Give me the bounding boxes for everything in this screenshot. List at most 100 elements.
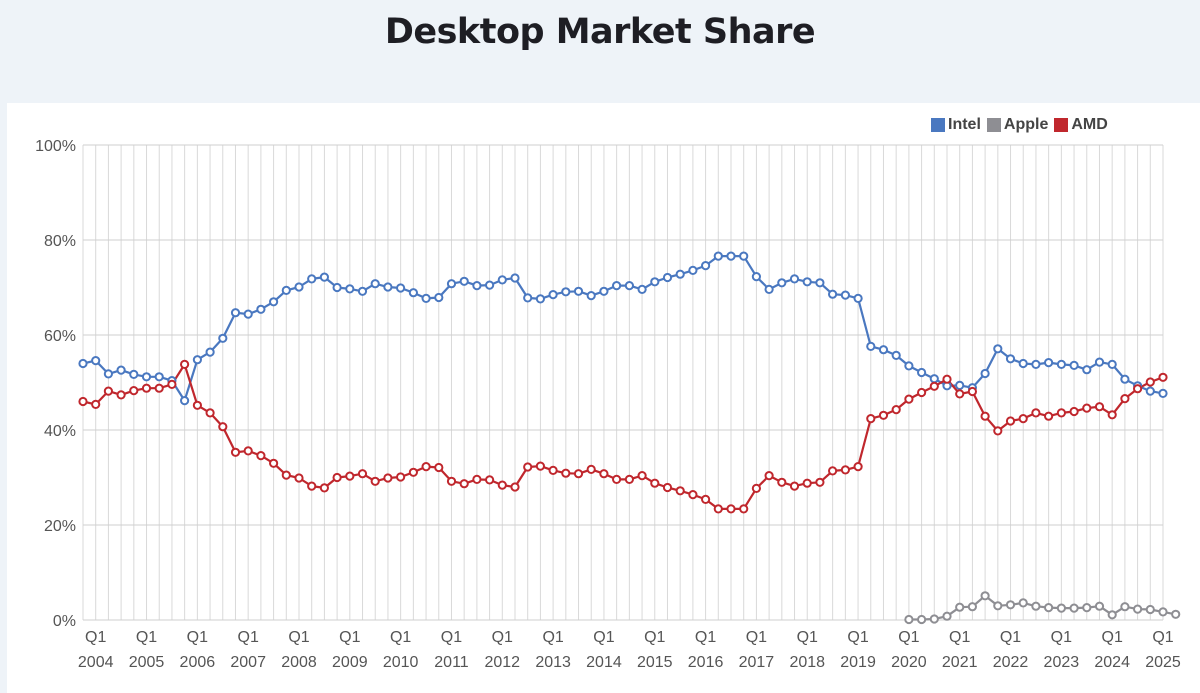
data-point-intel <box>650 277 660 287</box>
data-point-intel <box>281 285 291 295</box>
y-tick-label: 100% <box>35 138 76 155</box>
data-point-amd <box>789 481 800 491</box>
data-point-intel <box>307 274 317 284</box>
data-point-intel <box>675 269 685 279</box>
data-point-apple <box>955 602 965 612</box>
data-point-amd <box>243 446 253 456</box>
data-point-intel <box>701 261 711 271</box>
data-point-amd <box>573 469 584 479</box>
data-point-amd <box>891 405 901 415</box>
data-point-intel <box>294 282 304 292</box>
x-tick-label-quarter: Q1 <box>847 629 868 646</box>
data-point-intel <box>1056 359 1067 369</box>
data-point-amd <box>726 504 736 514</box>
data-point-amd <box>1107 410 1117 420</box>
x-tick-label-quarter: Q1 <box>238 629 259 646</box>
data-point-amd <box>980 411 990 421</box>
data-point-amd <box>561 468 571 478</box>
data-point-intel <box>612 281 622 291</box>
data-point-intel <box>91 356 101 366</box>
data-point-apple <box>1005 600 1016 610</box>
data-point-amd <box>408 467 418 477</box>
data-point-intel <box>103 369 114 379</box>
data-point-amd <box>828 466 838 476</box>
data-point-intel <box>332 282 342 293</box>
page-title: Desktop Market Share <box>384 12 816 52</box>
data-point-intel <box>777 278 787 288</box>
x-tick-label-year: 2017 <box>739 654 775 671</box>
data-point-intel <box>497 275 507 285</box>
data-point-amd <box>688 490 698 500</box>
data-point-intel <box>828 289 838 299</box>
x-tick-label-year: 2018 <box>789 654 825 671</box>
data-point-intel <box>548 290 558 300</box>
x-tick-label-year: 2020 <box>891 654 927 671</box>
data-point-intel <box>154 372 164 382</box>
data-point-intel <box>180 396 190 406</box>
x-tick-label-year: 2024 <box>1094 654 1130 671</box>
data-point-apple <box>1133 604 1143 614</box>
data-point-amd <box>586 464 596 474</box>
data-point-intel <box>802 277 812 287</box>
data-point-apple <box>967 602 978 612</box>
legend-label-apple: Apple <box>1003 116 1049 133</box>
y-tick-label: 40% <box>44 423 76 440</box>
x-tick-label-year: 2015 <box>637 654 673 671</box>
data-point-intel <box>472 281 482 291</box>
data-point-amd <box>459 479 469 489</box>
data-point-apple <box>980 591 990 601</box>
data-point-intel <box>1158 388 1168 398</box>
data-point-amd <box>840 465 851 475</box>
data-point-intel <box>917 367 927 378</box>
legend-item-amd[interactable]: AMD <box>1054 116 1108 134</box>
x-tick-label-quarter: Q1 <box>746 629 767 646</box>
data-point-amd <box>1158 372 1168 382</box>
data-point-intel <box>815 278 825 288</box>
x-tick-label-quarter: Q1 <box>187 629 208 646</box>
x-tick-label-quarter: Q1 <box>1102 629 1123 646</box>
data-point-intel <box>256 304 266 314</box>
data-point-amd <box>307 481 317 491</box>
data-point-intel <box>523 293 533 303</box>
data-point-amd <box>230 447 241 457</box>
header: Desktop Market Share <box>0 0 1200 103</box>
data-point-intel <box>383 282 393 292</box>
data-point-intel <box>573 286 584 296</box>
x-tick-label-year: 2014 <box>586 654 622 671</box>
data-point-intel <box>1107 359 1117 369</box>
data-point-intel <box>370 279 380 289</box>
data-point-intel <box>751 272 762 282</box>
data-point-apple <box>929 614 939 624</box>
x-tick-label-year: 2006 <box>180 654 216 671</box>
x-tick-label-year: 2007 <box>230 654 266 671</box>
legend-item-apple[interactable]: Apple <box>986 116 1049 134</box>
data-point-intel <box>726 251 736 261</box>
data-point-intel <box>243 309 253 319</box>
legend-item-intel[interactable]: Intel <box>931 116 981 134</box>
data-point-apple <box>1171 609 1181 619</box>
data-point-amd <box>180 359 190 369</box>
data-point-intel <box>434 292 444 303</box>
legend-swatch-intel <box>931 118 945 132</box>
data-point-intel <box>688 265 698 275</box>
data-point-intel <box>713 251 723 261</box>
x-tick-label-quarter: Q1 <box>797 629 818 646</box>
data-point-amd <box>713 504 723 514</box>
data-point-amd <box>319 483 329 493</box>
data-point-intel <box>739 251 749 261</box>
data-point-amd <box>917 387 927 398</box>
data-point-intel <box>205 347 215 357</box>
data-point-amd <box>675 486 685 496</box>
data-point-amd <box>434 462 444 473</box>
x-tick-label-year: 2023 <box>1044 654 1080 671</box>
data-point-amd <box>523 462 533 472</box>
data-point-amd <box>1031 408 1041 418</box>
x-tick-label-year: 2010 <box>383 654 419 671</box>
x-tick-label-quarter: Q1 <box>288 629 309 646</box>
data-point-amd <box>967 386 978 397</box>
data-point-amd <box>739 504 749 514</box>
data-point-intel <box>485 280 495 290</box>
data-point-intel <box>866 341 876 351</box>
data-point-intel <box>878 345 889 355</box>
